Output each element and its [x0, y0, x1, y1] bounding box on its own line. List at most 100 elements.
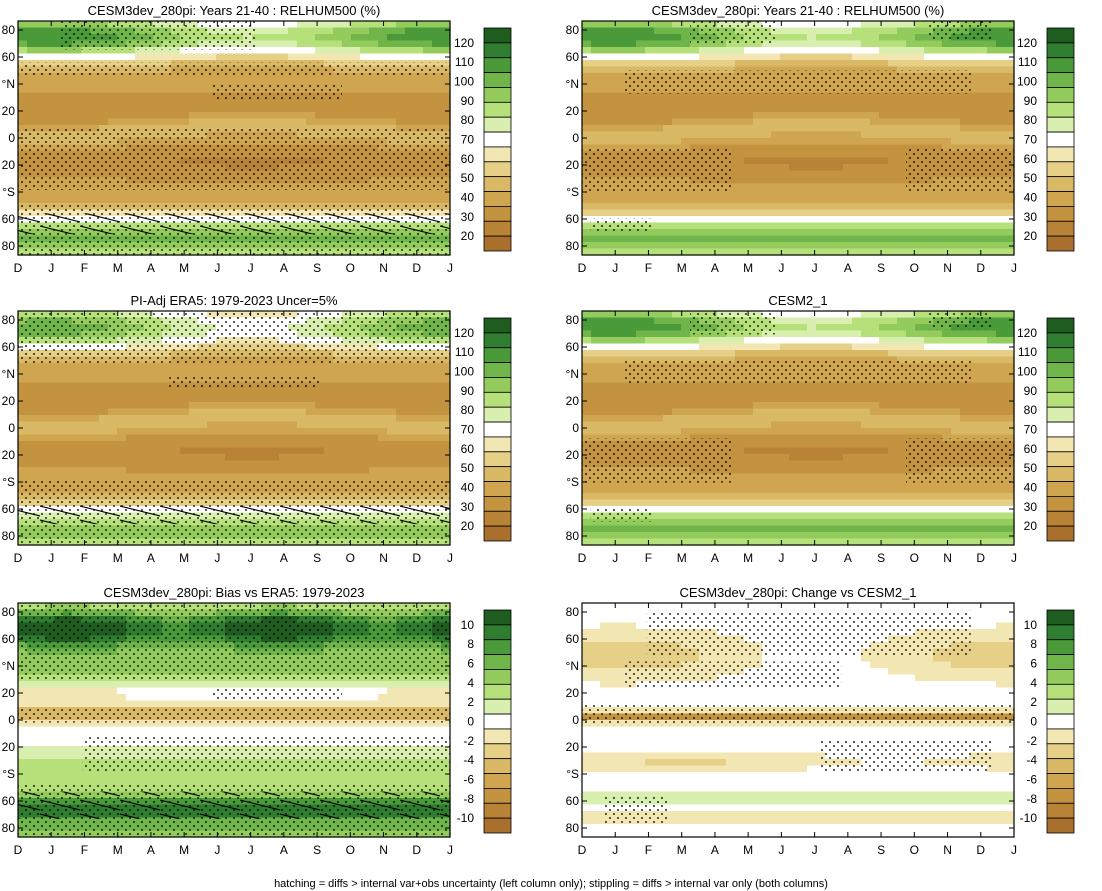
field-cell: [690, 248, 700, 256]
field-cell: [825, 190, 835, 198]
field-cell: [81, 428, 91, 436]
field-cell: [825, 248, 835, 256]
colorbar-swatch: [483, 116, 512, 133]
field-cell: [861, 209, 871, 217]
field-cell: [225, 415, 235, 423]
field-cell: [996, 105, 1006, 113]
field-cell: [852, 164, 862, 172]
field-cell: [441, 73, 451, 81]
field-cell: [36, 118, 46, 126]
field-cell: [342, 441, 352, 449]
field-cell: [360, 40, 370, 48]
field-cell: [969, 92, 979, 100]
field-cell: [252, 112, 262, 120]
field-cell: [45, 428, 55, 436]
field-cell: [126, 473, 136, 481]
field-cell: [843, 164, 853, 172]
field-cell: [18, 415, 28, 423]
field-cell: [423, 47, 433, 55]
field-cell: [960, 112, 970, 120]
field-cell: [915, 53, 925, 61]
field-cell: [789, 229, 799, 237]
field-cell: [90, 79, 100, 87]
field-cell: [45, 467, 55, 475]
field-cell: [690, 235, 700, 243]
field-cell: [888, 190, 898, 198]
stipple-region: [582, 148, 734, 193]
field-cell: [288, 190, 298, 198]
field-cell: [600, 34, 610, 42]
field-cell: [978, 47, 988, 55]
field-cell: [378, 27, 388, 35]
field-cell: [753, 144, 763, 152]
field-cell: [27, 467, 37, 475]
field-cell: [315, 369, 325, 377]
field-cell: [996, 99, 1006, 107]
field-cell: [162, 467, 172, 475]
field-cell: [45, 415, 55, 423]
field-cell: [18, 402, 28, 410]
field-cell: [870, 47, 880, 55]
field-cell: [609, 196, 619, 204]
field-cell: [153, 47, 163, 55]
field-cell: [108, 415, 118, 423]
field-cell: [180, 441, 190, 449]
field-cell: [171, 421, 181, 429]
field-cell: [798, 190, 808, 198]
field-cell: [144, 441, 154, 449]
field-cell: [216, 434, 226, 442]
field-cell: [636, 40, 646, 48]
field-cell: [117, 434, 127, 442]
x-tick-label: F: [81, 261, 88, 275]
field-cell: [171, 79, 181, 87]
field-cell: [45, 79, 55, 87]
field-cell: [618, 196, 628, 204]
field-cell: [108, 408, 118, 416]
field-cell: [36, 92, 46, 100]
field-cell: [45, 92, 55, 100]
field-cell: [762, 125, 772, 133]
field-cell: [735, 242, 745, 250]
field-cell: [27, 447, 37, 455]
field-cell: [270, 434, 280, 442]
field-cell: [405, 53, 415, 61]
field-cell: [690, 242, 700, 250]
field-cell: [198, 460, 208, 468]
field-cell: [888, 157, 898, 165]
field-cell: [798, 151, 808, 159]
field-cell: [771, 157, 781, 165]
field-cell: [753, 138, 763, 146]
field-cell: [297, 21, 307, 29]
field-cell: [144, 460, 154, 468]
field-cell: [54, 421, 64, 429]
field-cell: [942, 125, 952, 133]
field-cell: [306, 369, 316, 377]
field-cell: [207, 402, 217, 410]
field-cell: [888, 60, 898, 68]
field-cell: [780, 34, 790, 42]
field-cell: [951, 112, 961, 120]
field-cell: [360, 105, 370, 113]
field-cell: [933, 53, 943, 61]
field-cell: [627, 203, 637, 211]
field-cell: [717, 112, 727, 120]
field-cell: [45, 86, 55, 94]
field-cell: [717, 222, 727, 230]
field-cell: [234, 467, 244, 475]
field-cell: [90, 53, 100, 61]
field-cell: [915, 235, 925, 243]
field-cell: [144, 389, 154, 397]
field-cell: [306, 196, 316, 204]
field-cell: [609, 86, 619, 94]
field-cell: [780, 248, 790, 256]
field-cell: [252, 190, 262, 198]
field-cell: [387, 53, 397, 61]
field-cell: [1005, 144, 1015, 152]
field-cell: [834, 216, 844, 224]
field-cell: [45, 395, 55, 403]
field-cell: [897, 170, 907, 178]
field-cell: [879, 235, 889, 243]
field-cell: [915, 118, 925, 126]
field-cell: [189, 86, 199, 94]
field-cell: [207, 473, 217, 481]
